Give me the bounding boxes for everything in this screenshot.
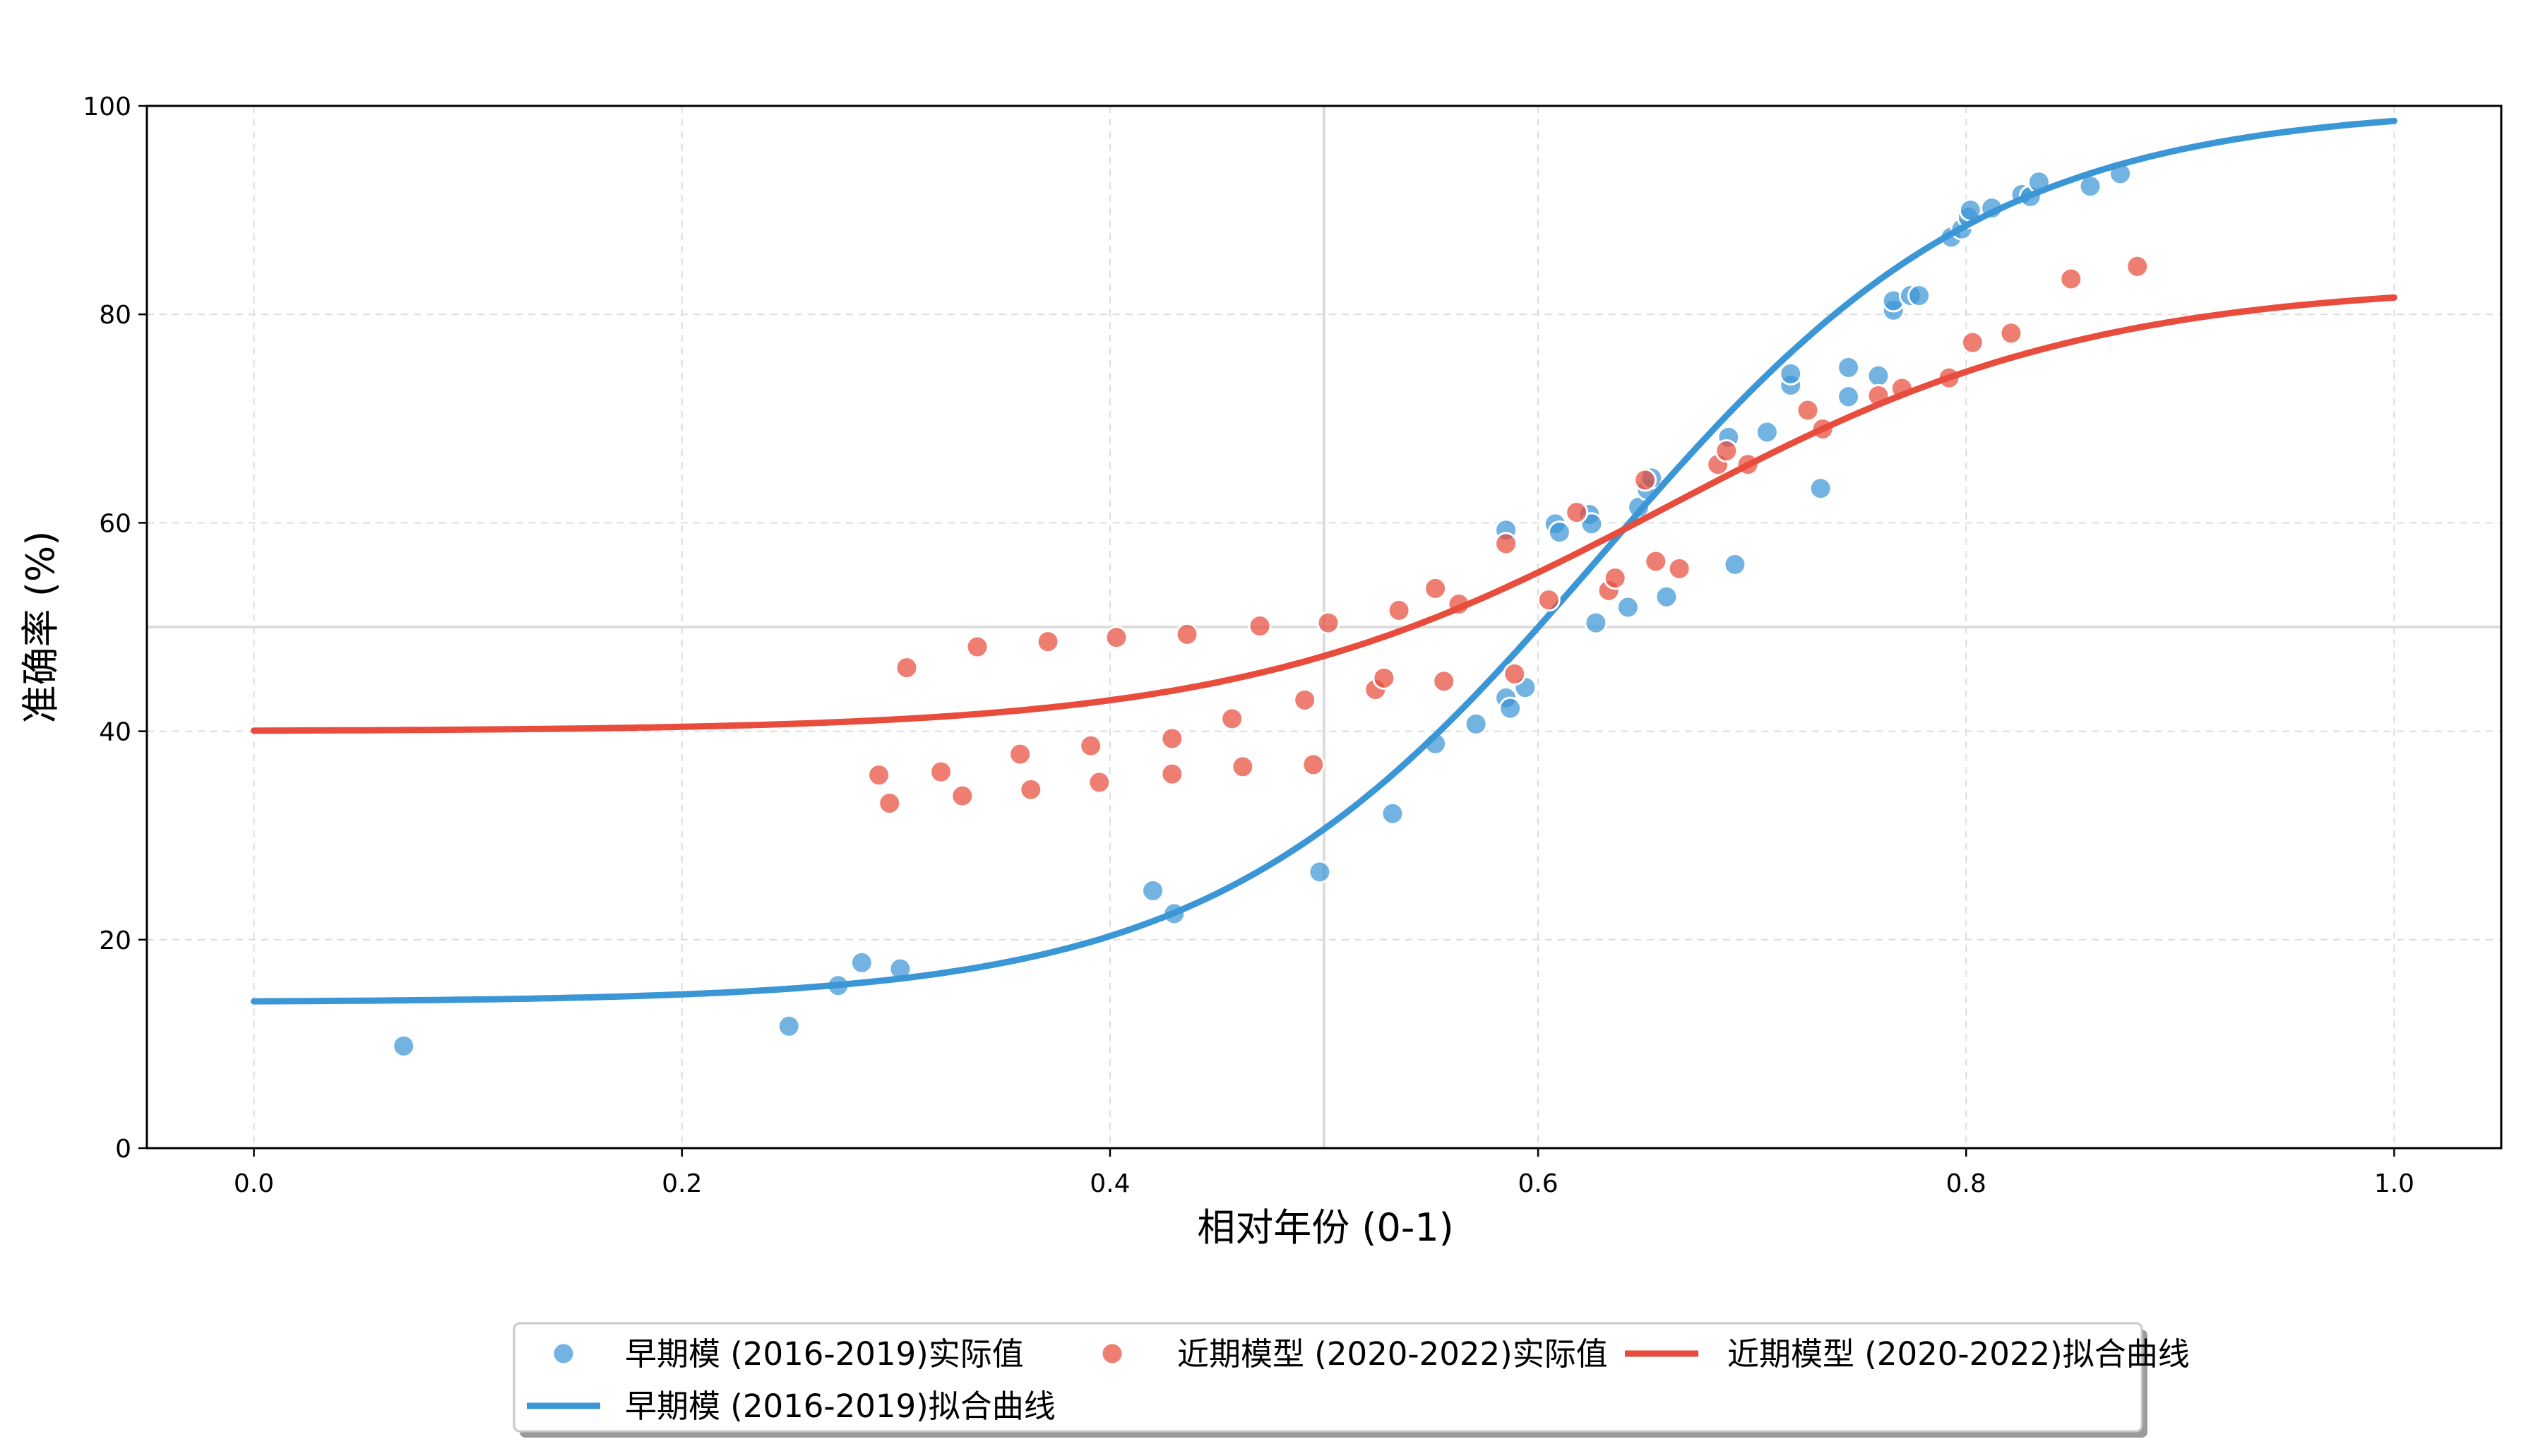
scatter-point	[1008, 742, 1032, 766]
scatter-point	[1547, 520, 1571, 544]
legend-label: 早期模 (2016-2019)实际值	[625, 1335, 1024, 1373]
scatter-point	[1220, 707, 1244, 731]
scatter-point	[1494, 532, 1518, 556]
scatter-point	[392, 1034, 416, 1058]
scatter-point	[1087, 770, 1111, 794]
plot-frame	[145, 105, 2503, 1150]
x-tick-label: 0.0	[234, 1169, 274, 1198]
scatter-point	[1667, 556, 1691, 580]
scatter-point	[1464, 712, 1488, 736]
scatter-point	[965, 635, 989, 659]
scatter-point	[1248, 614, 1272, 638]
scatter-point	[929, 760, 953, 784]
scatter-point	[1503, 662, 1527, 686]
y-tick-label: 80	[99, 301, 131, 330]
scatter-point	[1316, 611, 1340, 635]
scatter-point	[1584, 611, 1608, 635]
scatter-point	[1723, 552, 1747, 576]
scatter-point	[895, 656, 919, 680]
scatter-point	[1633, 468, 1657, 492]
scatter-point	[1537, 588, 1561, 612]
scatter-point	[1231, 755, 1255, 779]
scatter-point	[1141, 878, 1165, 902]
legend-marker	[552, 1342, 576, 1366]
axis-ticks: 0.0 0.2 0.4 0.6 0.8 1.0 0 20 40 60 80 100	[83, 93, 2414, 1198]
scatter-point	[1387, 598, 1411, 622]
scatter-point	[1160, 727, 1184, 751]
scatter-point	[2126, 254, 2150, 278]
y-tick-label: 40	[99, 718, 131, 747]
scatter-point	[1565, 501, 1589, 525]
scatter-point	[1999, 321, 2023, 345]
scatter-point	[1293, 688, 1317, 712]
fit-curve-line	[251, 117, 2397, 1005]
legend-marker	[1100, 1342, 1124, 1366]
scatter-point	[1432, 669, 1456, 693]
scatter-point	[867, 763, 891, 787]
scatter-point	[1175, 622, 1199, 646]
scatter-point	[1715, 439, 1739, 463]
scatter-point	[1079, 734, 1103, 758]
x-tick-label: 1.0	[2374, 1169, 2414, 1198]
y-tick-label: 100	[83, 93, 131, 121]
scatter-point	[1308, 860, 1332, 884]
scatter-point	[777, 1014, 801, 1038]
scatter-point	[1381, 801, 1405, 825]
scatter-point	[1837, 385, 1861, 409]
scatter-point	[1616, 595, 1640, 619]
scatter-point	[1755, 420, 1779, 444]
legend: 早期模 (2016-2019)实际值 近期模型 (2020-2022)实际值 近期模…	[513, 1322, 2190, 1438]
y-axis-title: 准确率 (%)	[18, 531, 63, 724]
scatter-point	[1779, 362, 1803, 386]
scatter-point	[1036, 630, 1060, 654]
scatter-point	[1603, 566, 1627, 590]
scatter-point	[1160, 762, 1184, 786]
legend-box	[513, 1322, 2143, 1433]
scatter-point	[2059, 267, 2083, 291]
scatter-point	[1424, 576, 1448, 600]
scatter-point	[1019, 777, 1043, 801]
scatter-point	[1866, 364, 1890, 388]
fit-curve-line	[251, 294, 2397, 734]
scatter-point	[1907, 284, 1931, 308]
legend-label: 近期模型 (2020-2022)实际值	[1177, 1335, 1608, 1373]
scatter-point	[950, 784, 975, 808]
scatter-point	[1960, 330, 1984, 354]
scatter-point	[1301, 753, 1325, 777]
x-axis-title: 相对年份 (0-1)	[1197, 1205, 1454, 1250]
x-tick-label: 0.4	[1090, 1169, 1130, 1198]
scatter-point	[1372, 666, 1396, 690]
scatter-point	[1655, 585, 1679, 609]
scatter-point	[1644, 549, 1668, 573]
scatter-point	[1498, 696, 1522, 720]
x-tick-label: 0.8	[1946, 1169, 1986, 1198]
y-tick-label: 60	[99, 509, 131, 538]
scatter-point	[1808, 477, 1832, 501]
scatter-point	[1104, 626, 1128, 650]
legend-label: 早期模 (2016-2019)拟合曲线	[625, 1388, 1056, 1425]
scatter-point	[878, 791, 902, 815]
y-tick-label: 0	[115, 1135, 131, 1164]
y-tick-label: 20	[99, 926, 131, 955]
legend-label: 近期模型 (2020-2022)拟合曲线	[1727, 1335, 2190, 1373]
scatter-point	[1796, 398, 1820, 422]
plot-area	[251, 117, 2397, 1058]
x-tick-label: 0.2	[662, 1169, 702, 1198]
scatter-point	[1837, 355, 1861, 379]
scatter-point	[850, 950, 874, 974]
x-tick-label: 0.6	[1518, 1169, 1558, 1198]
